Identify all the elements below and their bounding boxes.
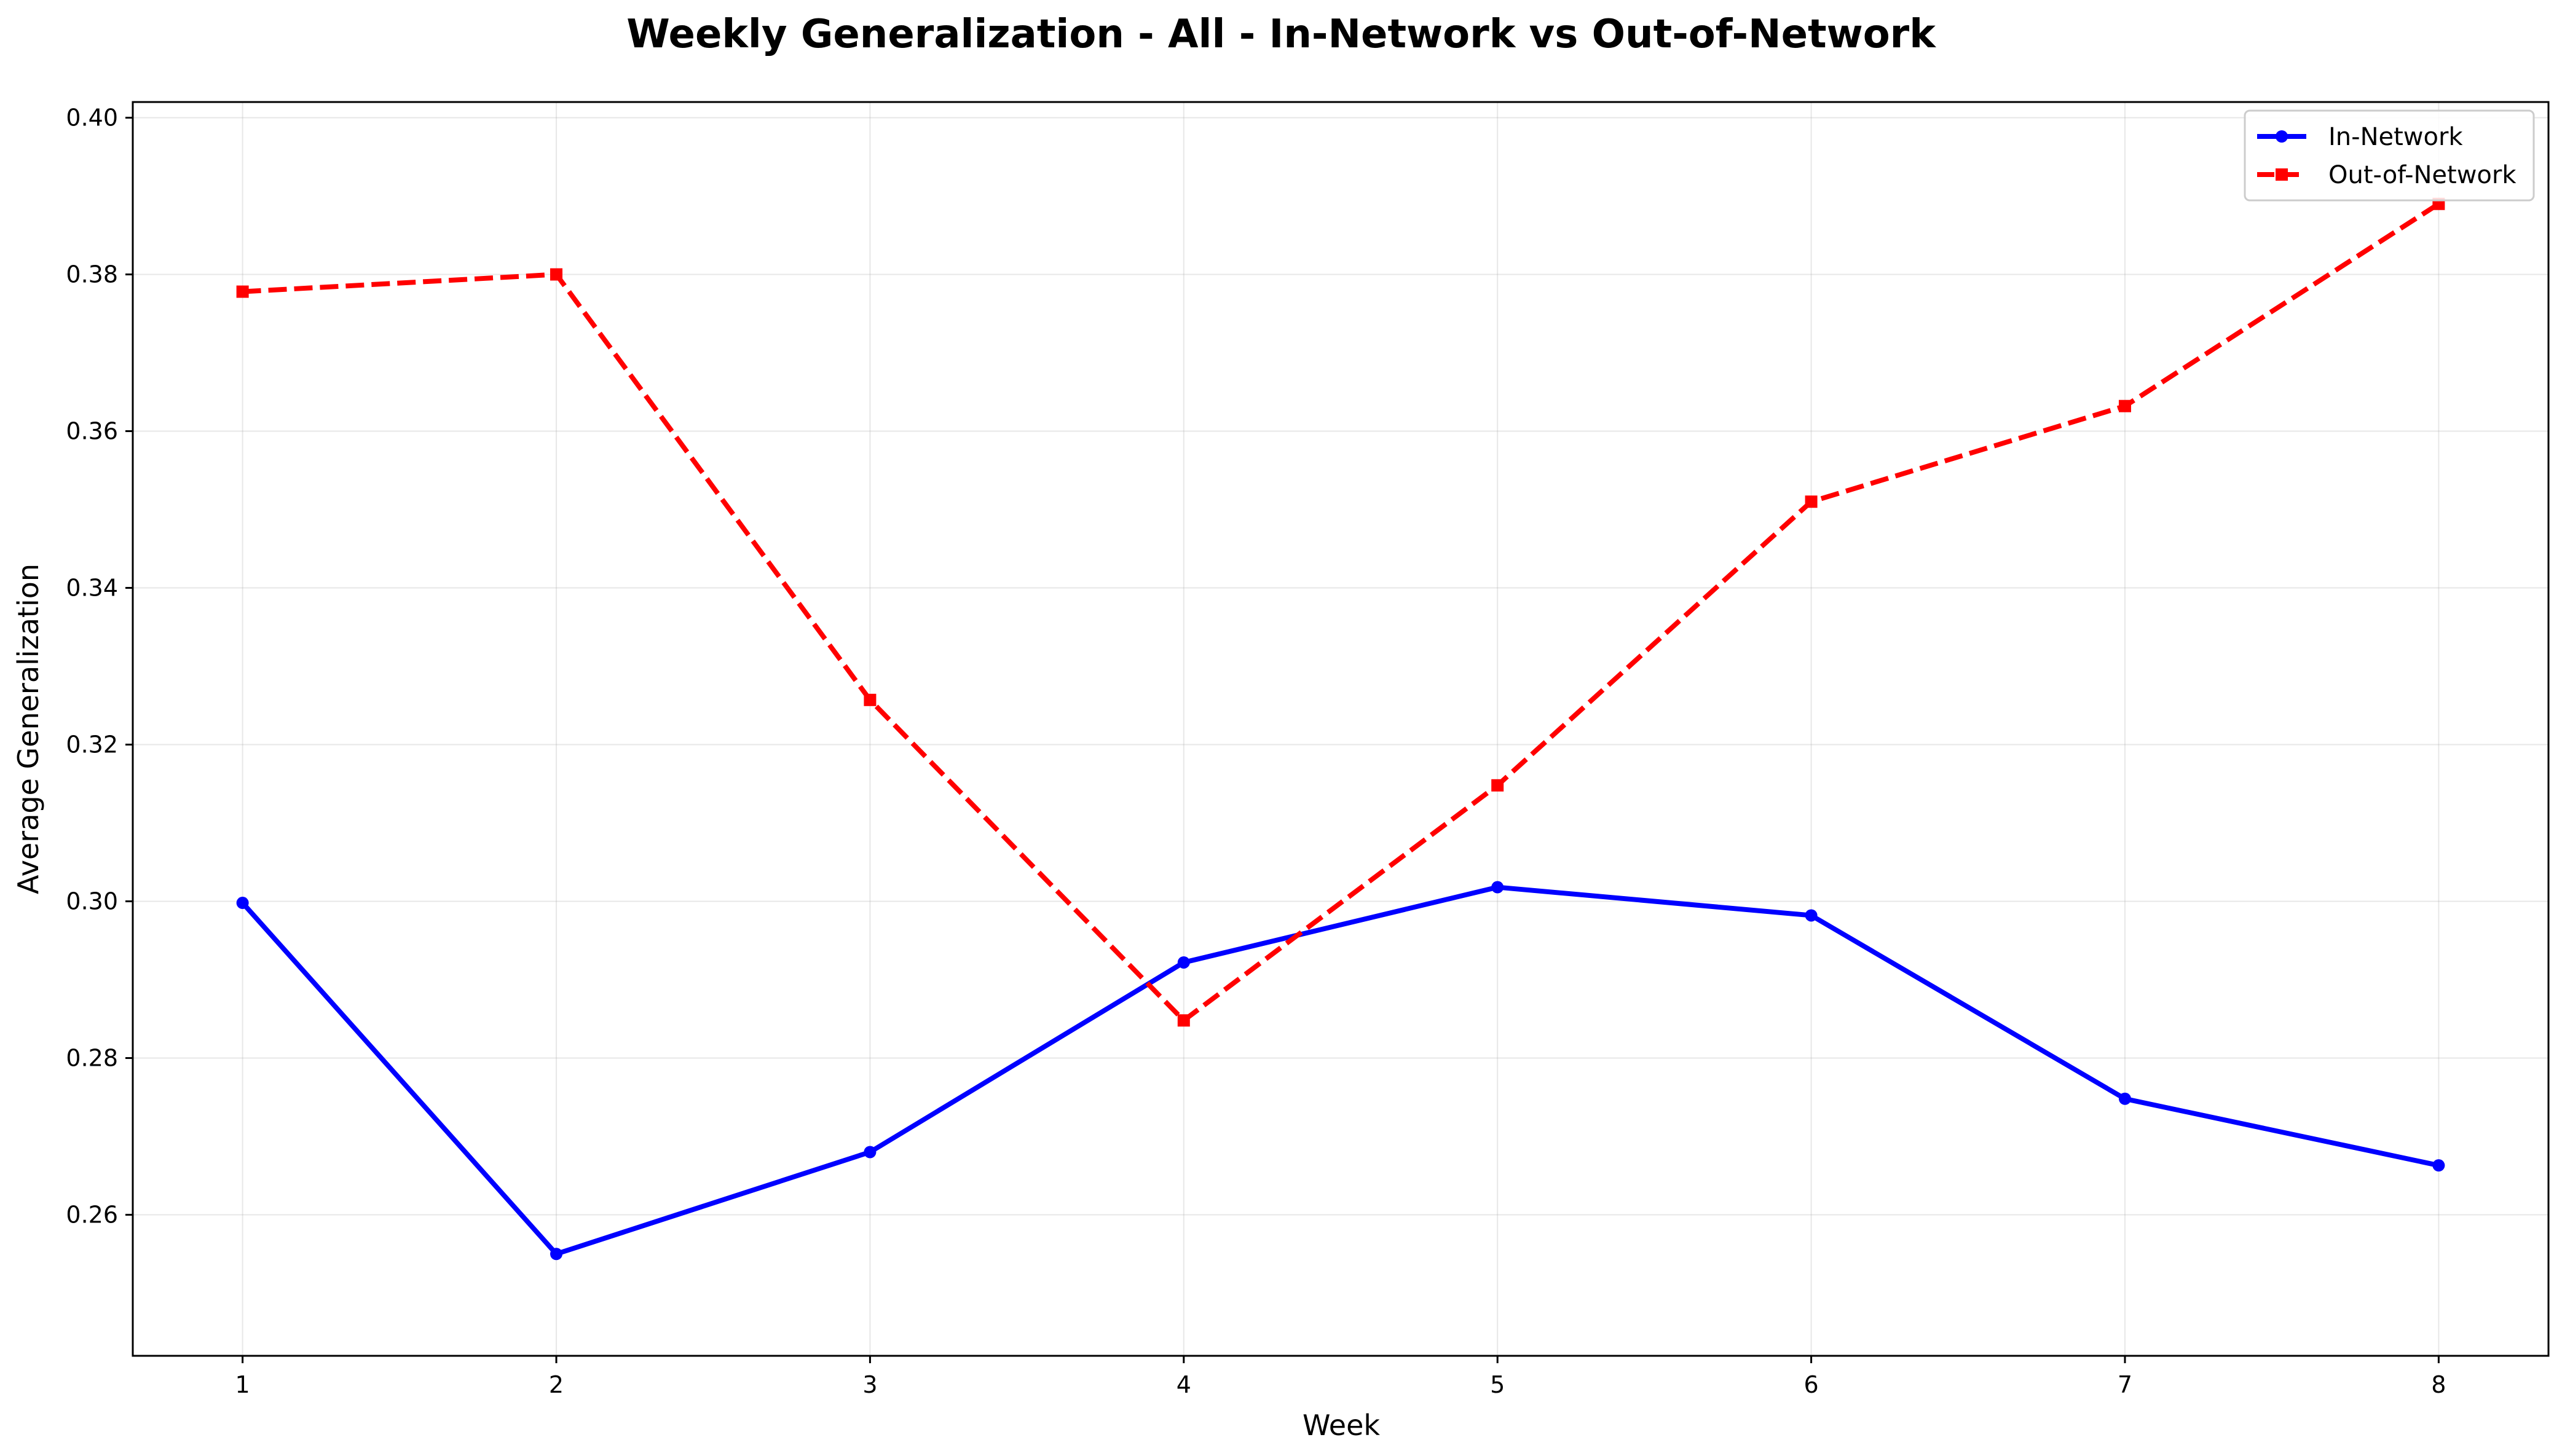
x-axis-label: Week	[1303, 1409, 1380, 1442]
x-tick-label: 3	[862, 1371, 877, 1398]
y-tick-label: 0.26	[66, 1202, 118, 1229]
data-point-in-network	[864, 1146, 877, 1159]
legend-entry-in-network: In-Network	[2257, 123, 2463, 151]
legend-marker-in-network	[2276, 130, 2288, 143]
legend-box	[2244, 109, 2535, 202]
data-point-in-network	[2432, 1159, 2445, 1172]
x-tick-label: 6	[1803, 1371, 1818, 1398]
data-point-out-of-network	[1805, 495, 1818, 508]
data-point-in-network	[236, 897, 249, 910]
data-point-out-of-network	[236, 285, 249, 298]
data-point-out-of-network	[550, 268, 563, 281]
legend-label-in-network: In-Network	[2328, 123, 2463, 151]
x-tick-label: 7	[2118, 1371, 2132, 1398]
x-tick-label: 1	[235, 1371, 250, 1398]
x-tick-label: 5	[1490, 1371, 1505, 1398]
series-line-out-of-network	[242, 202, 2440, 1023]
x-tick-label: 4	[1177, 1371, 1191, 1398]
x-tick-label: 2	[549, 1371, 564, 1398]
tick-layer: 1 2 3 4 5 6 7 8 0.26 0.28 0.30 0.32 0.34 0.36 0.38 0.40	[66, 104, 2446, 1399]
y-tick-label: 0.36	[66, 418, 118, 445]
y-tick-label: 0.34	[66, 575, 118, 602]
y-tick-label: 0.40	[66, 104, 118, 132]
data-point-in-network	[1177, 956, 1190, 969]
data-point-out-of-network	[2118, 399, 2131, 412]
y-tick-label: 0.38	[66, 261, 118, 288]
y-axis-label: Average Generalization	[12, 564, 45, 894]
data-point-in-network	[1805, 909, 1818, 922]
data-point-in-network	[1491, 881, 1504, 894]
legend-label-out-of-network: Out-of-Network	[2328, 161, 2517, 189]
plot-area-frame	[132, 101, 2550, 1357]
series-line-in-network	[240, 884, 2440, 1257]
data-point-out-of-network	[864, 693, 877, 706]
y-tick-label: 0.32	[66, 731, 118, 758]
legend-entry-out-of-network: Out-of-Network	[2257, 161, 2517, 189]
chart-title: Weekly Generalization - All - In-Network…	[626, 12, 1936, 57]
data-point-in-network	[550, 1248, 563, 1261]
grid-layer	[133, 102, 2548, 1356]
legend-marker-out-of-network	[2276, 168, 2288, 181]
y-tick-label: 0.28	[66, 1045, 118, 1072]
y-tick-label: 0.30	[66, 888, 118, 915]
x-tick-label: 8	[2431, 1371, 2446, 1398]
data-point-in-network	[2118, 1092, 2131, 1105]
data-point-out-of-network	[1177, 1014, 1190, 1027]
data-point-out-of-network	[1491, 779, 1504, 792]
series-layer	[236, 197, 2445, 1261]
legend: In-Network Out-of-Network	[2244, 109, 2535, 202]
